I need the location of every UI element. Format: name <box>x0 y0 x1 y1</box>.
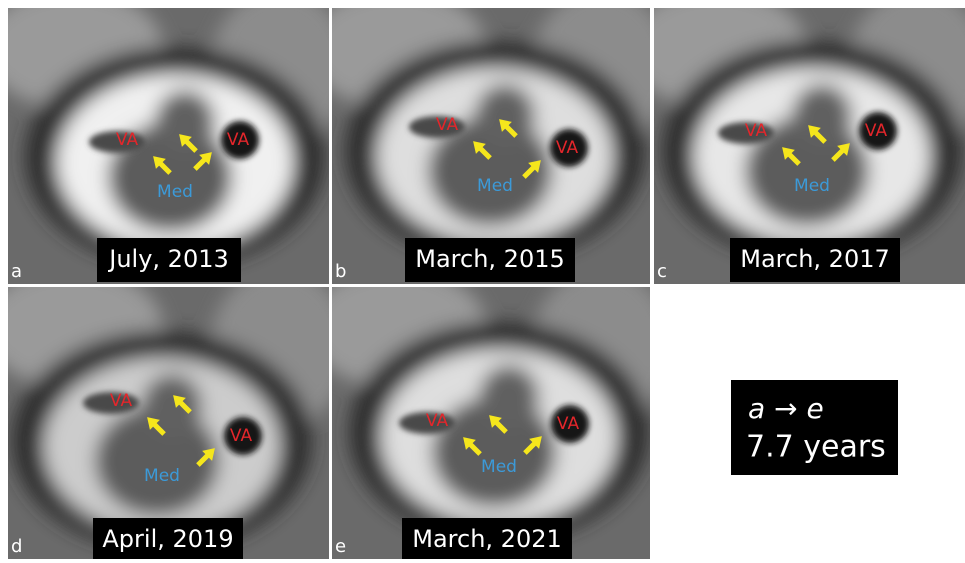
mri-panel: VA VA Med March, 2015 b <box>306 0 673 284</box>
date-label: July, 2013 <box>107 245 229 273</box>
medulla-upper <box>155 90 215 154</box>
va-label: VA <box>227 130 250 150</box>
va-label: VA <box>110 391 133 411</box>
medulla-upper <box>475 84 535 148</box>
summary-arrow: → <box>774 392 797 425</box>
va-label: VA <box>230 426 253 446</box>
va-label: VA <box>116 130 139 150</box>
summary-from: a <box>748 392 765 425</box>
va-label: VA <box>557 414 580 434</box>
va-label: VA <box>436 115 459 135</box>
va-label: VA <box>865 121 888 141</box>
panel-letter: d <box>11 536 22 557</box>
panel-letter: b <box>335 261 346 282</box>
date-label: April, 2019 <box>102 525 233 553</box>
med-label: Med <box>477 176 513 196</box>
med-label: Med <box>157 182 193 202</box>
panel-letter: a <box>11 261 22 282</box>
panel-letter: c <box>657 261 667 282</box>
med-label: Med <box>794 176 830 196</box>
medulla-upper <box>479 365 539 429</box>
summary-line1: a → e <box>748 392 824 425</box>
va-label: VA <box>556 138 579 158</box>
mri-panel: VA VA Med July, 2013 a <box>0 0 351 284</box>
figure: a → e 7.7 years VA VA Med July, 2013 a VA VA Me… <box>0 0 965 559</box>
summary-duration: 7.7 years <box>746 430 886 465</box>
med-label: Med <box>144 466 180 486</box>
summary-box: a → e 7.7 years <box>731 380 898 475</box>
mri-panel: VA VA Med March, 2021 e <box>306 267 673 559</box>
mri-panel: VA VA Med April, 2019 d <box>0 267 351 559</box>
va-label: VA <box>426 411 449 431</box>
summary-to: e <box>806 392 823 425</box>
med-label: Med <box>481 457 517 477</box>
va-label: VA <box>745 121 768 141</box>
date-label: March, 2015 <box>415 245 565 273</box>
panel-letter: e <box>335 536 346 557</box>
date-label: March, 2017 <box>740 245 890 273</box>
mri-panel: VA VA Med March, 2017 c <box>626 0 965 284</box>
date-label: March, 2021 <box>412 525 562 553</box>
